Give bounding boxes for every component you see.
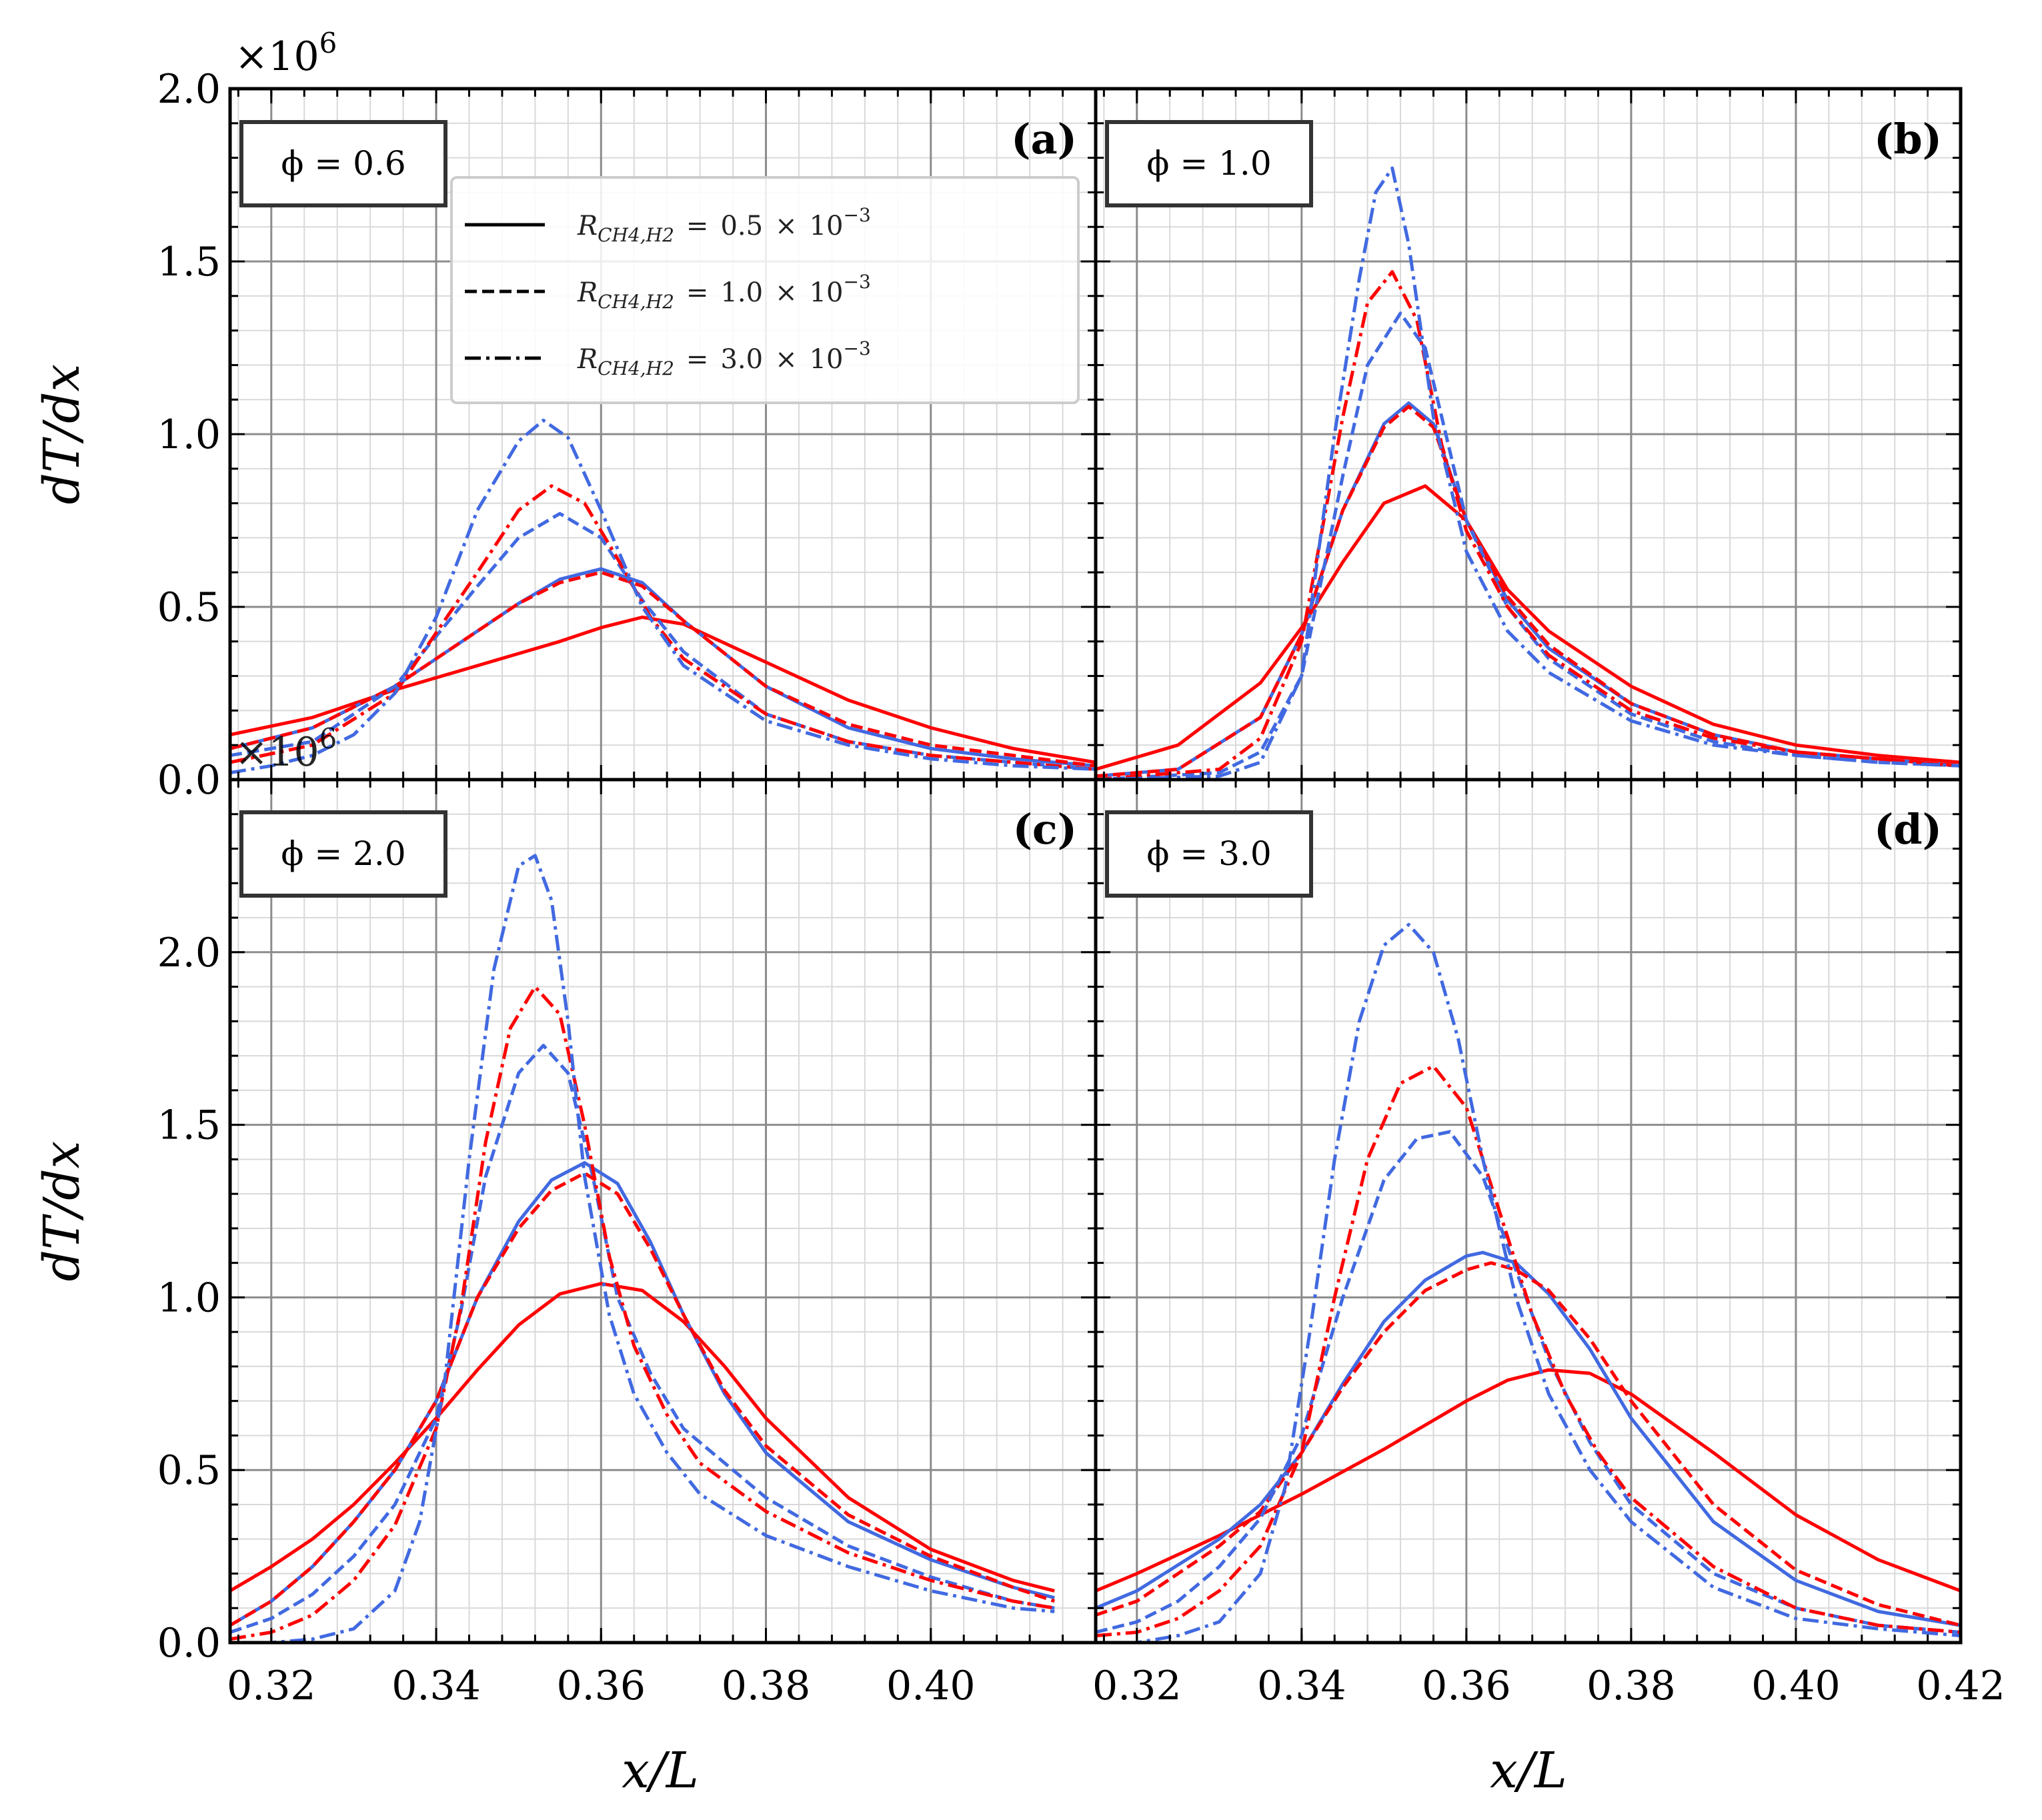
legend-label: RCH4,H2 = 1.0 × 10−3 [577, 271, 871, 313]
panel-a-phi-box: ϕ = 0.6 [239, 120, 447, 207]
x-axis-label-right: x/L [1490, 1742, 1567, 1799]
panel-a-blue-dashdot-curve [230, 418, 1096, 775]
legend-entry: RCH4,H2 = 1.0 × 10−3 [465, 271, 871, 313]
panel-a-curves [230, 418, 1096, 775]
panel-d-curves [1096, 922, 1961, 1643]
panel-d: (d) ϕ = 3.0 0.32 0.34 0.36 0.38 0.40 0.42 [1092, 778, 2005, 1709]
panel-d-tag: (d) [1874, 805, 1942, 854]
legend: RCH4,H2 = 0.5 × 10−3 RCH4,H2 = 1.0 × 10−3 RCH4,H… [450, 176, 1080, 404]
y-tick-label: 0.5 [157, 584, 221, 631]
panel-d-phi-box: ϕ = 3.0 [1105, 810, 1313, 898]
y-tick-label: 0.0 [157, 757, 221, 804]
legend-label: RCH4,H2 = 3.0 × 10−3 [577, 337, 871, 379]
x-tick-label: 0.34 [391, 1663, 481, 1709]
panel-b-phi-box: ϕ = 1.0 [1105, 120, 1313, 207]
legend-entry: RCH4,H2 = 0.5 × 10−3 [465, 204, 871, 246]
y-tick-label: 2.0 [157, 66, 221, 113]
panel-a-phi-label: ϕ = 0.6 [281, 144, 405, 183]
panel-c-phi-box: ϕ = 2.0 [239, 810, 447, 898]
panel-c-blue-dashed-curve [230, 1044, 1055, 1634]
panel-d-phi-label: ϕ = 3.0 [1146, 834, 1271, 873]
x-tick-label: 0.36 [1422, 1663, 1511, 1709]
y-axis-label-bottom: dT/dx [33, 1141, 91, 1282]
panel-d-grid [1096, 780, 1962, 1643]
y-tick-label: 0.5 [157, 1447, 221, 1494]
panel-b: (b) ϕ = 1.0 [1094, 87, 1963, 782]
panel-b-blue-dashdot-curve [1096, 166, 1961, 780]
x-tick-label: 0.40 [1751, 1663, 1841, 1709]
y-tick-label: 1.5 [157, 1102, 221, 1149]
x-tick-label: 0.32 [1092, 1663, 1182, 1709]
panel-d-red-solid-curve [1096, 1368, 1961, 1593]
panel-c-red-dashdot-curve [230, 985, 1055, 1641]
panel-b-blue-solid-curve [1096, 401, 1961, 778]
panel-c-phi-label: ϕ = 2.0 [281, 834, 405, 873]
panel-c-red-solid-curve [230, 1282, 1055, 1593]
y-tick-label: 2.0 [157, 930, 221, 976]
x-tick-label: 0.36 [556, 1663, 646, 1709]
legend-label: RCH4,H2 = 0.5 × 10−3 [577, 204, 871, 246]
x-tick-label: 0.38 [1587, 1663, 1676, 1709]
panel-b-red-dashed-curve [1096, 405, 1961, 778]
x-axis-label-left: x/L [622, 1742, 699, 1799]
panel-a-red-dashed-curve [230, 570, 1096, 768]
y-tick-label: 0.0 [157, 1620, 221, 1667]
panel-b-phi-label: ϕ = 1.0 [1146, 144, 1271, 183]
panel-c-curves [230, 854, 1055, 1643]
x-tick-label: 0.34 [1257, 1663, 1346, 1709]
panel-d-red-dashdot-curve [1096, 1064, 1961, 1638]
panel-b-tag: (b) [1874, 115, 1942, 163]
panel-c-blue-dashdot-curve [230, 854, 1055, 1643]
y-tick-label: 1.0 [157, 1274, 221, 1321]
y-multiplier-top: ×106 [235, 27, 337, 80]
panel-c: (c) ϕ = 2.0 0.0 0.5 1.0 1.5 2.0 0.32 0.34 0.36 0… [157, 778, 1098, 1709]
panel-d-ticks [1096, 778, 1962, 1644]
x-tick-label: 0.38 [722, 1663, 811, 1709]
legend-box [450, 176, 1080, 404]
x-tick-label: 0.42 [1916, 1663, 2005, 1709]
panel-b-blue-dashed-curve [1096, 311, 1961, 780]
panel-d-red-dashed-curve [1096, 1261, 1961, 1627]
panel-c-red-dashed-curve [230, 1171, 1055, 1627]
panel-d-blue-dashed-curve [1096, 1130, 1961, 1634]
panel-b-red-solid-curve [1096, 484, 1961, 771]
panel-d-frame [1094, 778, 1963, 1645]
panel-d-blue-solid-curve [1096, 1250, 1961, 1627]
x-tick-label: 0.40 [886, 1663, 976, 1709]
y-tick-label: 1.5 [157, 239, 221, 285]
y-tick-label: 1.0 [157, 411, 221, 458]
legend-entry: RCH4,H2 = 3.0 × 10−3 [465, 337, 871, 379]
y-multiplier-bottom: ×106 [235, 722, 337, 776]
panel-c-tag: (c) [1013, 805, 1077, 854]
panel-a-tag: (a) [1011, 115, 1077, 163]
panel-a-red-dashdot-curve [230, 484, 1096, 771]
panel-b-red-dashdot-curve [1096, 270, 1961, 780]
panel-d-blue-dashdot-curve [1096, 922, 1961, 1643]
x-tick-label: 0.32 [227, 1663, 316, 1709]
y-axis-label-top: dT/dx [33, 364, 91, 505]
panel-b-curves [1096, 166, 1961, 780]
